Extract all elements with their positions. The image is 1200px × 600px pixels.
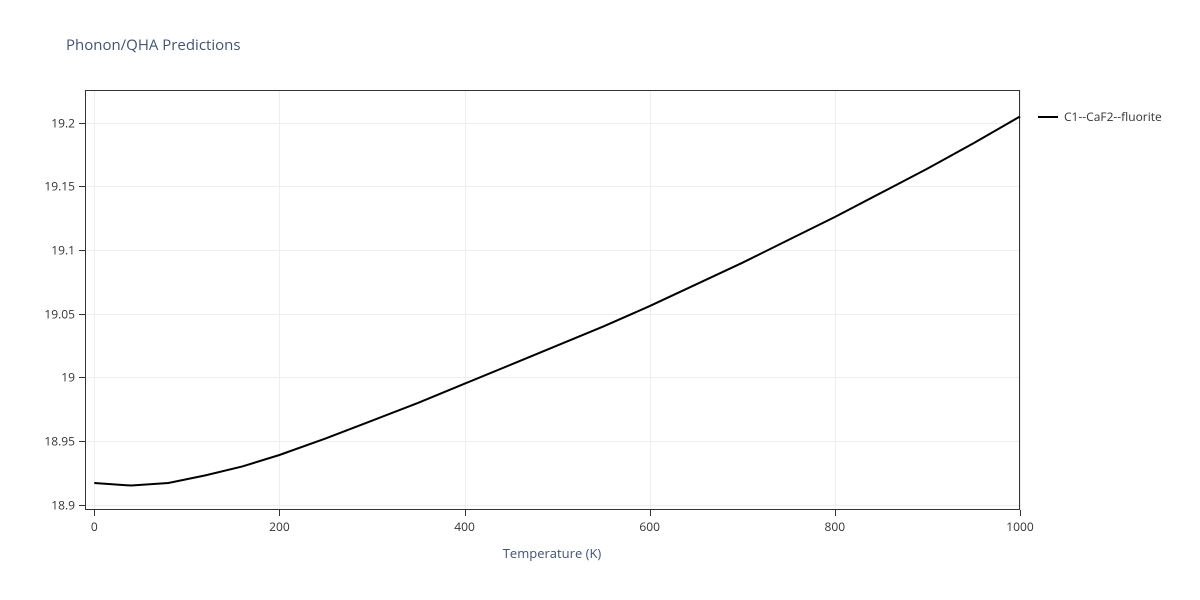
x-tick-label: 1000 (1006, 518, 1033, 535)
y-tick-label: 18.9 (51, 496, 75, 513)
x-tick (1020, 510, 1021, 516)
x-axis-label: Temperature (K) (503, 544, 602, 562)
x-tick-label: 600 (639, 518, 660, 535)
x-tick-label: 800 (825, 518, 846, 535)
y-tick-label: 19.2 (51, 114, 75, 131)
x-tick-label: 400 (454, 518, 475, 535)
y-tick-label: 19.15 (44, 178, 75, 195)
x-tick-label: 0 (91, 518, 98, 535)
legend-swatch (1038, 116, 1058, 118)
legend: C1--CaF2--fluorite (1038, 108, 1162, 125)
series-line (94, 116, 1020, 485)
chart-svg (85, 91, 1020, 511)
legend-label: C1--CaF2--fluorite (1064, 108, 1162, 125)
chart-title: Phonon/QHA Predictions (66, 35, 241, 55)
y-tick-label: 19.05 (44, 305, 75, 322)
plot-area: 0200400600800100018.918.951919.0519.119.… (85, 90, 1020, 510)
chart-container: Phonon/QHA Predictions 02004006008001000… (0, 0, 1200, 600)
y-tick-label: 19 (61, 369, 75, 386)
grid-line-vertical (1020, 91, 1021, 510)
y-tick-label: 18.95 (44, 433, 75, 450)
y-tick-label: 19.1 (51, 242, 75, 259)
x-tick-label: 200 (269, 518, 290, 535)
